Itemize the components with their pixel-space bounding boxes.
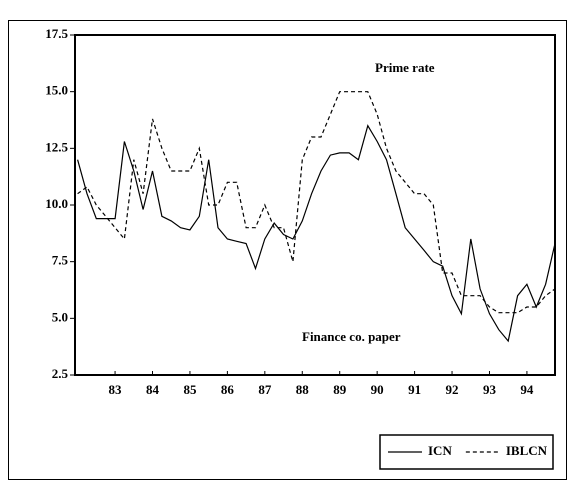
y-tick-label: 2.5 [52, 366, 69, 381]
x-tick-label: 87 [258, 382, 272, 397]
x-tick-label: 84 [146, 382, 160, 397]
x-tick-label: 94 [520, 382, 534, 397]
series-line [77, 91, 556, 314]
y-tick-label: 5.0 [52, 309, 68, 324]
y-tick-label: 12.5 [45, 139, 68, 154]
y-tick-label: 7.5 [52, 253, 69, 268]
x-tick-label: 93 [483, 382, 497, 397]
x-tick-label: 88 [296, 382, 310, 397]
frame [8, 20, 567, 480]
x-tick-label: 90 [371, 382, 384, 397]
annotation: Finance co. paper [302, 329, 401, 344]
y-tick-label: 10.0 [45, 196, 68, 211]
x-tick-label: 91 [408, 382, 421, 397]
x-tick-label: 89 [333, 382, 347, 397]
series-line [77, 124, 556, 343]
x-tick-label: 83 [109, 382, 123, 397]
legend-label: ICN [428, 443, 452, 458]
annotation: Prime rate [375, 60, 435, 75]
plot-frame [74, 34, 556, 376]
x-tick-label: 86 [221, 382, 235, 397]
y-tick-label: 15.0 [45, 83, 68, 98]
y-tick-label: 17.5 [45, 26, 68, 41]
x-tick-label: 85 [183, 382, 197, 397]
legend-label: IBLCN [506, 443, 548, 458]
x-tick-label: 92 [446, 382, 459, 397]
